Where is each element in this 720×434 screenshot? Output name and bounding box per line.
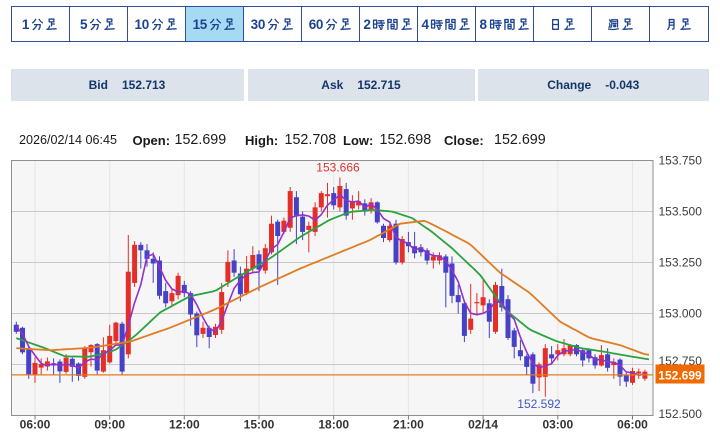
svg-text:09:00: 09:00 [94,418,125,432]
svg-text:153.000: 153.000 [659,307,703,321]
svg-text:03:00: 03:00 [542,418,573,432]
svg-text:153.666: 153.666 [316,161,360,175]
svg-text:12:00: 12:00 [169,418,200,432]
svg-text:152.500: 152.500 [659,407,703,421]
svg-text:15:00: 15:00 [244,418,275,432]
svg-text:21:00: 21:00 [393,418,424,432]
svg-text:18:00: 18:00 [318,418,349,432]
svg-text:153.750: 153.750 [659,154,703,168]
svg-text:06:00: 06:00 [20,418,51,432]
svg-text:152.592: 152.592 [517,397,561,411]
svg-text:153.500: 153.500 [659,205,703,219]
svg-text:06:00: 06:00 [617,418,648,432]
svg-text:153.250: 153.250 [659,256,703,270]
svg-text:152.699: 152.699 [658,368,702,382]
svg-text:02/14: 02/14 [468,418,498,432]
